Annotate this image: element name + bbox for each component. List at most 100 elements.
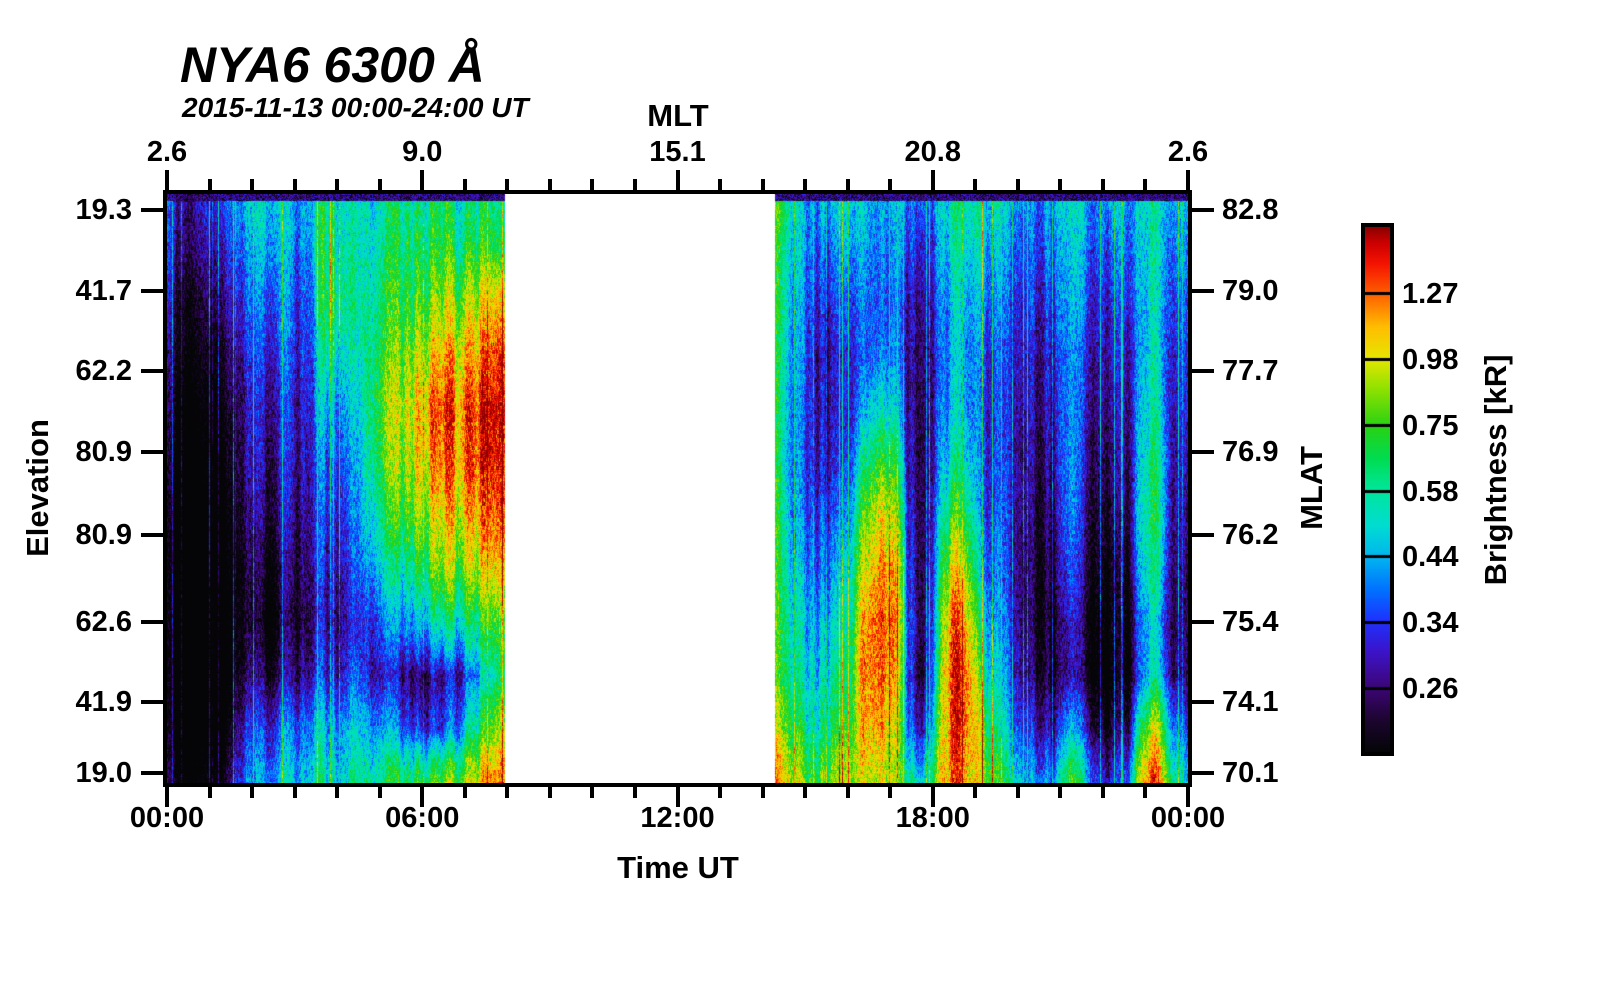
bottom-axis-tick: [292, 787, 297, 798]
bottom-axis-tick: [547, 787, 552, 798]
bottom-axis-tick: [165, 787, 169, 807]
right-axis-tick-label: 79.0: [1222, 275, 1279, 307]
bottom-axis-tick: [845, 787, 850, 798]
figure-subtitle: 2015-11-13 00:00-24:00 UT: [182, 92, 529, 123]
left-axis-tick: [141, 620, 163, 624]
colorbar-canvas: [1365, 227, 1390, 752]
top-axis-tick: [973, 179, 978, 190]
top-axis-tick: [250, 179, 255, 190]
top-axis-tick: [930, 170, 935, 190]
top-axis-tick: [1100, 179, 1105, 190]
colorbar-tick-label: 0.58: [1402, 476, 1459, 508]
colorbar-tick-label: 0.26: [1402, 673, 1459, 705]
bottom-axis-tick: [718, 787, 723, 798]
bottom-axis-tick: [973, 787, 978, 798]
left-axis-tick-label: 80.9: [75, 519, 132, 551]
left-axis-tick: [141, 450, 163, 454]
figure-title: NYA6 6300 Å: [180, 37, 485, 93]
bottom-axis-tick: [930, 787, 935, 807]
right-axis-tick-label: 76.9: [1222, 436, 1279, 468]
top-axis-tick: [845, 179, 850, 190]
colorbar-tick-label: 0.34: [1402, 607, 1459, 639]
left-axis-tick-label: 19.3: [75, 194, 132, 226]
top-axis-tick-label: 9.0: [402, 136, 443, 168]
bottom-axis-tick: [377, 787, 382, 798]
bottom-axis-tick: [462, 787, 467, 798]
top-axis-tick: [718, 179, 723, 190]
left-axis-tick: [141, 289, 163, 293]
bottom-axis-title: Time UT: [617, 850, 739, 885]
right-axis-tick-label: 74.1: [1222, 686, 1279, 718]
left-axis-tick: [141, 771, 163, 775]
colorbar-tick-label: 1.27: [1402, 278, 1459, 310]
top-axis-tick: [1186, 170, 1190, 190]
top-axis-tick: [1058, 179, 1063, 190]
right-axis-tick-label: 77.7: [1222, 355, 1279, 387]
top-axis-tick: [292, 179, 297, 190]
top-axis-tick: [675, 170, 680, 190]
right-axis-tick-label: 82.8: [1222, 194, 1279, 226]
top-axis-tick: [888, 179, 893, 190]
bottom-axis-tick: [1100, 787, 1105, 798]
bottom-axis-tick-label: 00:00: [1150, 802, 1226, 834]
right-axis-tick-label: 76.2: [1222, 519, 1279, 551]
top-axis-tick: [207, 179, 212, 190]
colorbar-tick-label: 0.75: [1402, 410, 1459, 442]
colorbar-tick-label: 0.44: [1402, 541, 1459, 573]
plot-frame: [163, 190, 1192, 787]
top-axis-tick: [462, 179, 467, 190]
colorbar-frame: [1361, 223, 1394, 756]
bottom-axis-tick-label: 00:00: [129, 802, 205, 834]
right-axis-tick: [1192, 289, 1214, 293]
right-axis-tick: [1192, 771, 1214, 775]
left-axis-tick-label: 62.6: [75, 606, 132, 638]
bottom-axis-tick: [420, 787, 425, 807]
left-axis-tick: [141, 208, 163, 212]
top-axis-tick: [377, 179, 382, 190]
top-axis-tick: [505, 179, 510, 190]
bottom-axis-tick: [1186, 787, 1190, 807]
top-axis-tick-label: 15.1: [649, 136, 706, 168]
bottom-axis-tick: [760, 787, 765, 798]
left-axis-tick: [141, 369, 163, 373]
left-axis-tick-label: 41.7: [75, 275, 132, 307]
right-axis-tick: [1192, 369, 1214, 373]
top-axis-tick: [1015, 179, 1020, 190]
bottom-axis-tick: [335, 787, 340, 798]
bottom-axis-tick: [207, 787, 212, 798]
bottom-axis-tick: [1015, 787, 1020, 798]
top-axis-tick: [1143, 179, 1148, 190]
bottom-axis-tick: [888, 787, 893, 798]
bottom-axis-tick-label: 18:00: [895, 802, 970, 834]
right-axis-tick: [1192, 620, 1214, 624]
left-axis-tick: [141, 700, 163, 704]
right-axis-tick: [1192, 700, 1214, 704]
top-axis-tick: [420, 170, 425, 190]
right-axis-tick: [1192, 450, 1214, 454]
colorbar-title: Brightness [kR]: [1478, 354, 1513, 586]
top-axis-tick: [590, 179, 595, 190]
right-axis-tick: [1192, 208, 1214, 212]
colorbar-tick-label: 0.98: [1402, 344, 1459, 376]
right-axis-tick-label: 75.4: [1222, 606, 1279, 638]
top-axis-tick-label: 2.6: [146, 136, 188, 168]
left-axis-tick-label: 62.2: [75, 355, 132, 387]
top-axis-tick: [335, 179, 340, 190]
left-axis-tick-label: 41.9: [75, 686, 132, 718]
bottom-axis-tick: [1058, 787, 1063, 798]
bottom-axis-tick-label: 12:00: [640, 802, 715, 834]
top-axis-tick: [165, 170, 169, 190]
right-axis-tick-label: 70.1: [1222, 757, 1279, 789]
bottom-axis-tick: [803, 787, 808, 798]
right-axis-tick: [1192, 533, 1214, 537]
left-axis-tick: [141, 533, 163, 537]
left-axis-tick-label: 19.0: [75, 757, 132, 789]
left-axis-tick-label: 80.9: [75, 436, 132, 468]
keogram-canvas: [167, 194, 1188, 783]
bottom-axis-tick-label: 06:00: [385, 802, 460, 834]
top-axis-tick: [803, 179, 808, 190]
top-axis-tick: [760, 179, 765, 190]
bottom-axis-tick: [675, 787, 680, 807]
bottom-axis-tick: [505, 787, 510, 798]
